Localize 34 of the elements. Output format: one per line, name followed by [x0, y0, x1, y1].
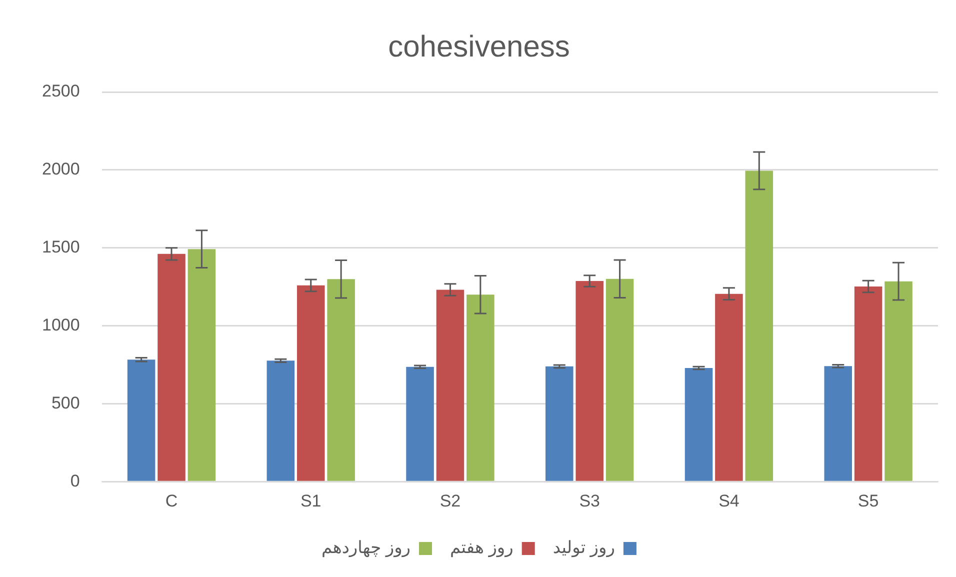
bar — [466, 294, 494, 481]
bar — [576, 281, 604, 481]
x-tick-label: S2 — [440, 491, 461, 510]
bar — [546, 366, 574, 481]
y-tick-label: 1500 — [42, 238, 80, 257]
bar — [327, 279, 355, 481]
bar — [745, 170, 774, 481]
y-tick-label: 500 — [51, 393, 80, 412]
chart-title: cohesiveness — [388, 30, 570, 64]
x-tick-label: S1 — [300, 491, 322, 510]
bar — [824, 366, 852, 481]
bar — [684, 368, 713, 481]
y-tick-label: 2500 — [42, 82, 80, 101]
x-tick-label: S5 — [858, 491, 879, 510]
x-tick-label: S4 — [718, 491, 740, 510]
y-tick-label: 2000 — [42, 160, 80, 179]
legend-label: روز تولید — [552, 538, 615, 558]
legend-label: روز چهاردهم — [322, 538, 410, 558]
x-tick-label: S3 — [579, 491, 600, 510]
bar — [127, 360, 156, 481]
bar — [606, 278, 634, 481]
bar — [406, 366, 434, 481]
x-tick-label: C — [165, 491, 178, 510]
bar — [266, 360, 295, 481]
y-tick-label: 1000 — [42, 315, 80, 334]
bar — [884, 281, 912, 481]
bar — [296, 285, 325, 481]
bar — [188, 249, 216, 481]
y-tick-label: 0 — [70, 471, 80, 490]
bar — [436, 290, 464, 481]
legend-label: روز هفتم — [450, 538, 514, 558]
bar — [854, 286, 882, 481]
bar — [158, 254, 186, 481]
bar — [715, 294, 743, 481]
